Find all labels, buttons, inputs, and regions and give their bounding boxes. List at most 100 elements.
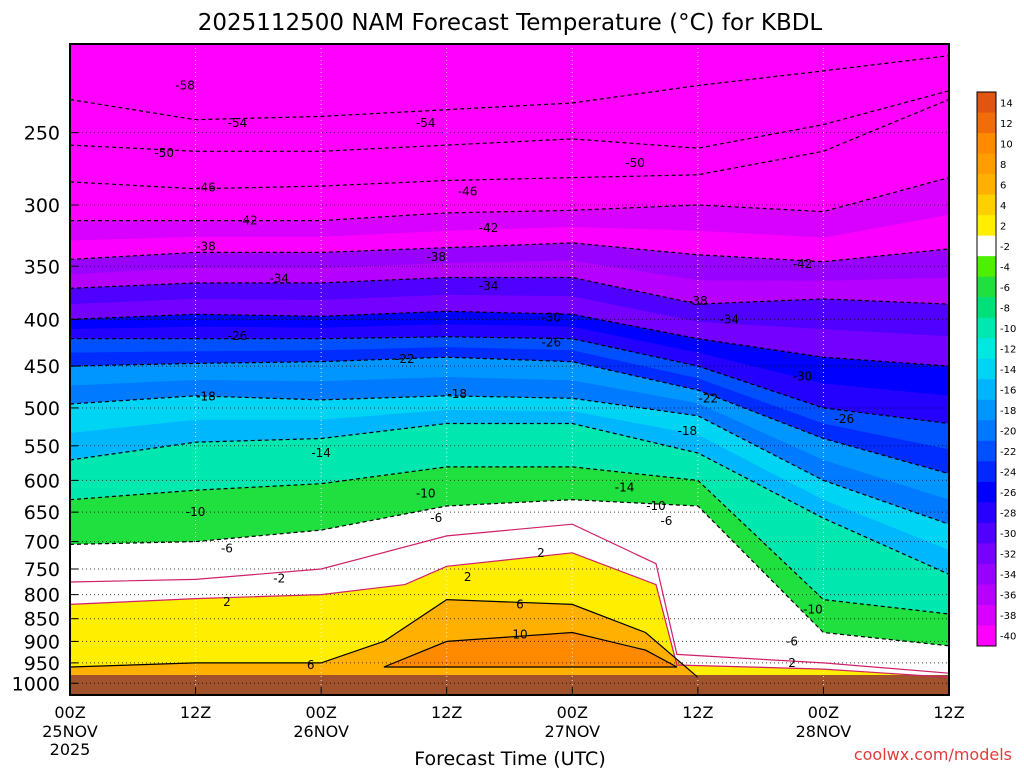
colorbar-swatch [977,420,996,442]
y-tick-label: 750 [24,559,60,581]
y-tick-label: 450 [24,356,60,378]
colorbar-label: -24 [1000,468,1016,479]
contour-label: -6 [660,514,672,528]
contour-label: -18 [678,424,698,438]
y-tick-label: 800 [24,585,60,607]
colorbar-swatch [977,133,996,155]
colorbar-swatch [977,256,996,278]
colorbar-swatch [977,563,996,585]
contour-label: -54 [416,116,436,130]
y-tick-label: 250 [24,123,60,145]
contour-label: -50 [154,146,174,160]
colorbar-swatch [977,235,996,257]
x-tick-date: 27NOV [544,722,600,741]
contour-line-10 [383,631,678,668]
colorbar-swatch [977,461,996,483]
y-tick-label: 350 [24,256,60,278]
y-tick-label: 600 [24,470,60,492]
contour-label: -2 [273,571,285,585]
y-tick-label: 950 [24,653,60,675]
colorbar-swatch [977,317,996,339]
x-axis-title: Forecast Time (UTC) [414,748,605,768]
colorbar-swatch [977,338,996,360]
chart-title: 2025112500 NAM Forecast Temperature (°C)… [198,10,823,36]
colorbar-swatch [977,440,996,462]
colorbar-label: -34 [1000,570,1016,581]
contour-label: -38 [688,294,708,308]
colorbar-swatch [977,522,996,544]
colorbar-swatch [977,194,996,216]
ground-surface [70,675,949,695]
contour-label: -14 [615,481,635,495]
colorbar-label: -40 [1000,632,1016,643]
contour-label: -26 [542,335,562,349]
colorbar-label: -6 [1000,283,1010,294]
colorbar-label: -32 [1000,550,1016,561]
colorbar-label: 2 [1000,221,1006,232]
plot-frame [69,43,950,696]
y-tick-label: 850 [24,609,60,631]
contour-label: -42 [793,257,813,271]
colorbar-swatch [977,543,996,565]
contour-label: 2 [464,570,472,584]
colorbar-label: -22 [1000,447,1016,458]
x-tick-label: 00Z [557,703,588,722]
contour-lines [70,55,949,678]
colorbar-swatch [977,584,996,606]
colorbar-label: 14 [1000,98,1013,109]
colorbar-swatch [977,153,996,175]
colorbar-label: -16 [1000,386,1016,397]
colorbar-swatch [977,276,996,298]
x-tick-date: 26NOV [293,722,349,741]
x-tick-label: 00Z [808,703,839,722]
x-tick-label: 12Z [180,703,211,722]
colorbar-label: -8 [1000,303,1010,314]
contour-label: -34 [719,312,739,326]
y-tick-label: 900 [24,631,60,653]
colorbar-label: -28 [1000,509,1016,520]
colorbar-swatch [977,481,996,503]
y-tick-label: 300 [24,195,60,217]
colorbar-label: 6 [1000,180,1006,191]
contour-label: -10 [186,505,206,519]
contour-label: -34 [269,272,289,286]
x-tick-label: 00Z [305,703,336,722]
contour-label: -30 [793,370,813,384]
contour-label: 10 [512,628,527,642]
contour-label: 6 [307,658,315,672]
contour-label: -10 [416,486,436,500]
contour-label: -34 [479,279,499,293]
contour-line-2 [70,552,949,678]
colorbar-label: 8 [1000,160,1006,171]
contour-label: -42 [238,214,258,228]
colorbar-label: -26 [1000,488,1016,499]
contour-line--6 [70,499,949,647]
contour-label: 6 [516,597,524,611]
x-tick-label: 12Z [682,703,713,722]
colorbar-label: -4 [1000,262,1010,273]
x-tick-label: 00Z [54,703,85,722]
contour-line--14 [70,422,949,575]
colorbar-swatch [977,379,996,401]
x-tick-date: 28NOV [796,722,852,741]
colorbar-swatch [977,399,996,421]
colorbar-label: -10 [1000,324,1016,335]
contour-line--50 [70,90,949,152]
contour-labels: -58-54 -54-50-50-46 -46-42-42-42-38-38-38-… [154,78,854,672]
contour-label: 2 [223,595,231,609]
contour-label: -6 [221,541,233,555]
contour-label: -26 [835,412,855,426]
watermark: coolwx.com/models [854,745,1012,764]
colorbar-swatch [977,358,996,380]
temperature-bands [70,44,949,695]
contour-label: -10 [803,602,823,616]
contour-label: -42 [479,221,499,235]
contour-label: -58 [175,78,195,92]
colorbar-swatch [977,215,996,237]
y-tick-label: 550 [24,436,60,458]
colorbar-swatch [977,174,996,196]
x-tick-date: 25NOV [42,722,98,741]
